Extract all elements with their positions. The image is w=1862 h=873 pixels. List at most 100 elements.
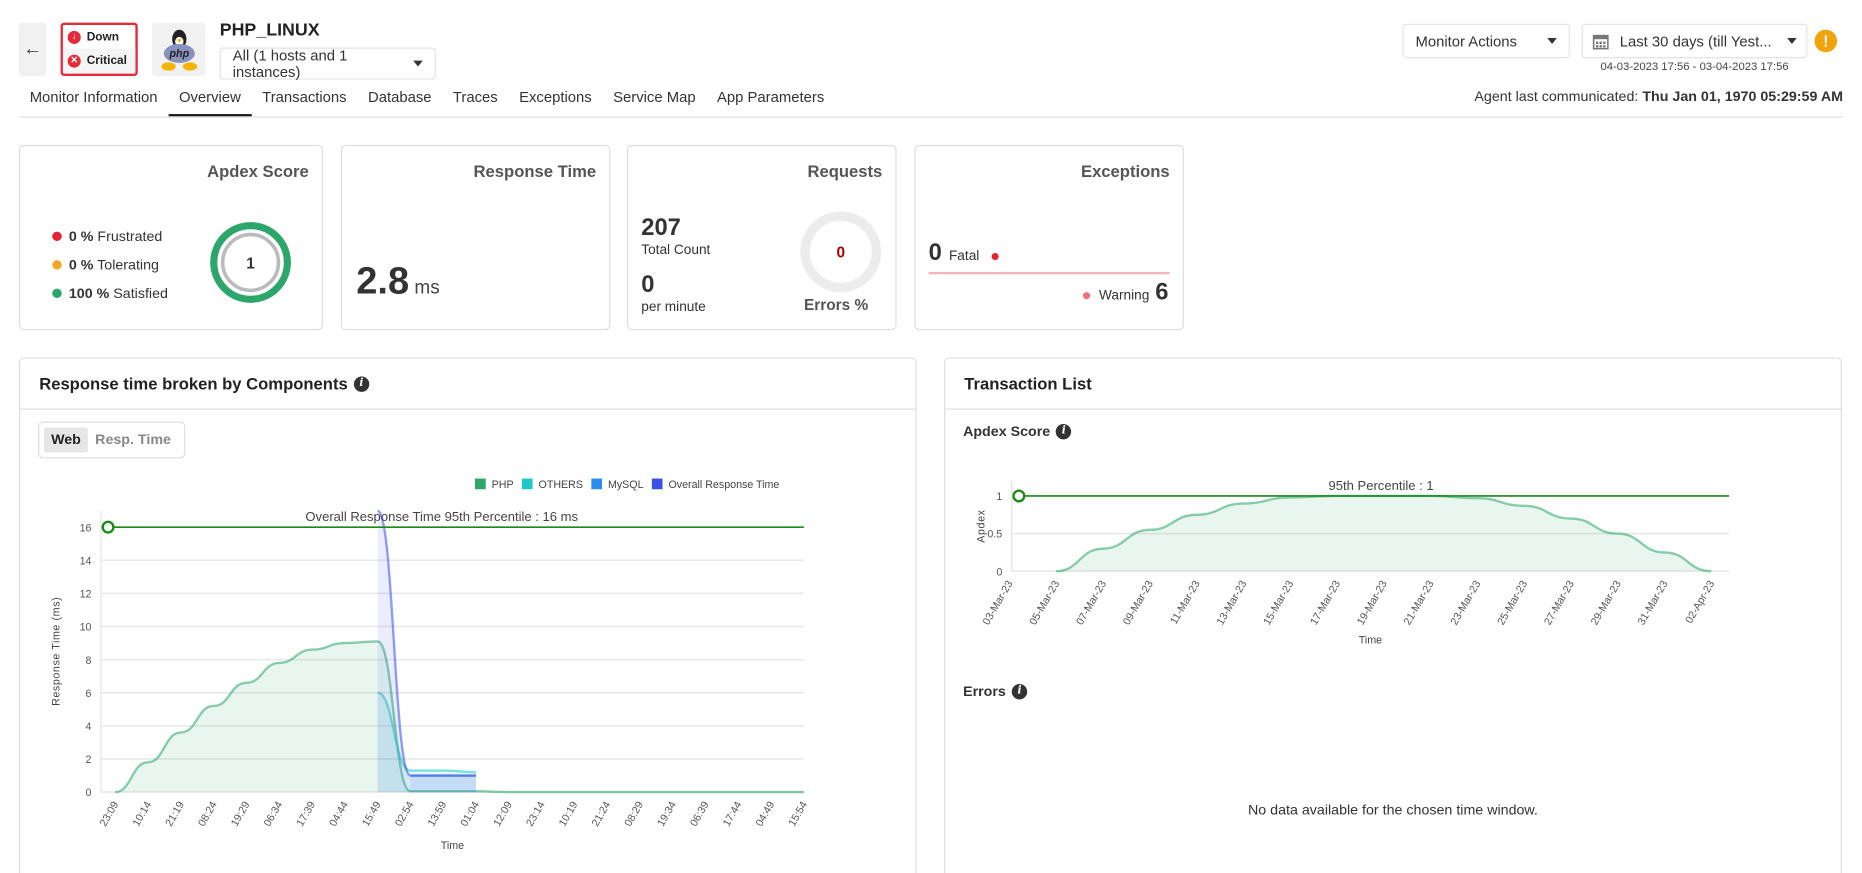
y-tick-label: 14 — [80, 555, 92, 567]
x-tick-label: 31-Mar-23 — [1636, 579, 1671, 628]
tab-app-parameters[interactable]: App Parameters — [716, 89, 825, 106]
label: Frustrated — [97, 228, 163, 245]
info-icon[interactable]: i — [353, 375, 370, 392]
response-time-card[interactable]: Response Time 2.8 ms — [340, 144, 611, 331]
total-count-value: 207 — [641, 214, 681, 242]
label: Errors — [963, 682, 1006, 700]
errors-section-title: Errors i — [963, 682, 1028, 700]
series-line-others — [377, 691, 476, 774]
x-tick-label: 01:04 — [458, 799, 482, 828]
card-title: Exceptions — [1080, 161, 1170, 181]
tab-overview[interactable]: Overview — [168, 88, 252, 117]
x-tick-label: 02:54 — [393, 799, 417, 828]
agent-last-communicated: Agent last communicated: Thu Jan 01, 197… — [1474, 88, 1843, 105]
x-tick-label: 21:24 — [590, 799, 614, 828]
requests-card[interactable]: Requests 207 Total Count 0 per minute 0 … — [627, 144, 897, 331]
y-tick-label: 0 — [996, 566, 1002, 578]
y-tick-label: 2 — [86, 754, 92, 766]
date-range-select[interactable]: Last 30 days (till Yest... — [1581, 23, 1808, 59]
x-axis-label: Time — [441, 840, 464, 852]
x-tick-label: 08:24 — [196, 799, 220, 828]
toggle-web[interactable]: Web — [43, 427, 89, 453]
status-critical: Critical — [86, 54, 127, 68]
tab-database[interactable]: Database — [367, 89, 432, 106]
card-title: Apdex Score — [207, 161, 309, 181]
exceptions-card[interactable]: Exceptions 0 Fatal Warning 6 — [914, 144, 1184, 331]
x-tick-label: 19-Mar-23 — [1355, 579, 1390, 628]
x-tick-label: 10:14 — [130, 799, 154, 828]
legend-label: OTHERS — [539, 479, 583, 491]
x-tick-label: 23:09 — [98, 799, 122, 828]
legend-label: PHP — [492, 479, 514, 491]
x-axis-label: Time — [1359, 635, 1382, 647]
warning-icon[interactable]: ! — [1814, 29, 1838, 53]
x-tick-label: 12:09 — [491, 799, 515, 828]
info-icon[interactable]: i — [1011, 683, 1028, 699]
series-area-apdex — [1056, 495, 1712, 572]
y-tick-label: 12 — [80, 589, 92, 601]
tab-exceptions[interactable]: Exceptions — [519, 89, 592, 106]
x-tick-label: 10:19 — [557, 799, 581, 828]
apdex-score-value: 1 — [220, 232, 281, 293]
percentile-marker — [101, 520, 115, 534]
legend-swatch — [591, 478, 602, 490]
status-badge: ↓ Down ✕ Critical — [60, 22, 138, 76]
x-tick-label: 25-Mar-23 — [1495, 579, 1530, 628]
series-area-mysql — [410, 775, 476, 793]
orange-dot-icon — [52, 260, 62, 270]
legend-swatch — [651, 478, 663, 490]
per-minute-label: per minute — [641, 300, 706, 315]
label: Satisfied — [113, 285, 168, 302]
tab-traces[interactable]: Traces — [452, 89, 498, 106]
x-tick-label: 06:39 — [688, 799, 712, 828]
arrow-left-icon: ← — [23, 38, 43, 59]
apdex-frustrated: 0 % Frustrated — [52, 222, 168, 251]
tab-transactions[interactable]: Transactions — [262, 89, 347, 106]
agent-label: Agent last communicated: — [1474, 87, 1639, 105]
response-components-panel: Response time broken by Components i Web … — [19, 357, 917, 873]
red-dot-icon — [52, 231, 62, 242]
tab-service-map[interactable]: Service Map — [613, 89, 696, 106]
apdex-score-card[interactable]: Apdex Score 0 % Frustrated 0 % Toleratin… — [19, 144, 323, 331]
x-circle-icon: ✕ — [67, 54, 81, 68]
caret-down-icon — [413, 60, 423, 67]
monitor-actions-dropdown[interactable]: Monitor Actions — [1402, 23, 1570, 59]
panel-header: Response time broken by Components i — [20, 359, 916, 410]
y-tick-label: 16 — [80, 522, 92, 534]
series-line-php — [114, 640, 804, 794]
value: 2.8 — [356, 258, 410, 302]
label: Apdex Score — [963, 422, 1051, 440]
legend-label: Overall Response Time — [668, 479, 779, 491]
x-tick-label: 17-Mar-23 — [1308, 579, 1343, 628]
series-area-others — [377, 692, 476, 793]
errors-empty-message: No data available for the chosen time wi… — [1247, 801, 1538, 819]
legend-swatch — [521, 478, 533, 490]
exceptions-divider — [928, 271, 1170, 275]
back-button[interactable]: ← — [19, 22, 47, 76]
info-icon[interactable]: i — [1056, 423, 1072, 439]
percentile-label: Overall Response Time 95th Percentile : … — [305, 509, 578, 524]
panel-title: Response time broken by Components — [39, 374, 348, 394]
view-toggle: Web Resp. Time — [38, 421, 186, 459]
percentile-label: 95th Percentile : 1 — [1328, 478, 1433, 493]
value: 0 % — [68, 228, 94, 245]
series-area-php — [115, 641, 804, 793]
y-tick-label: 4 — [86, 721, 92, 733]
x-tick-label: 06:34 — [262, 799, 286, 828]
tab-monitor-information[interactable]: Monitor Information — [29, 89, 158, 106]
total-count-label: Total Count — [641, 243, 711, 258]
apdex-tolerating: 0 % Tolerating — [52, 251, 168, 280]
instance-select[interactable]: All (1 hosts and 1 instances) — [219, 47, 436, 80]
arrow-down-circle-icon: ↓ — [67, 30, 81, 44]
caret-down-icon — [1547, 38, 1557, 44]
errors-donut: 0 — [800, 211, 882, 293]
y-axis-label: Response Time (ms) — [50, 597, 62, 706]
divider — [19, 116, 1843, 118]
apdex-chart: 0 0.5 1 03-Mar-23 05-Mar-23 07-Mar-23 09-Mar-2… — [975, 478, 1729, 647]
x-tick-label: 08:29 — [622, 799, 646, 828]
y-tick-label: 0.5 — [987, 529, 1002, 541]
response-time-chart: 0 2 4 6 8 10 12 14 16 23:09 10:14 21:19 08:24 19:29 06… — [50, 478, 810, 852]
toggle-resp-time[interactable]: Resp. Time — [95, 431, 171, 448]
x-tick-label: 17:44 — [721, 799, 745, 828]
monitor-name: PHP_LINUX — [219, 20, 320, 41]
